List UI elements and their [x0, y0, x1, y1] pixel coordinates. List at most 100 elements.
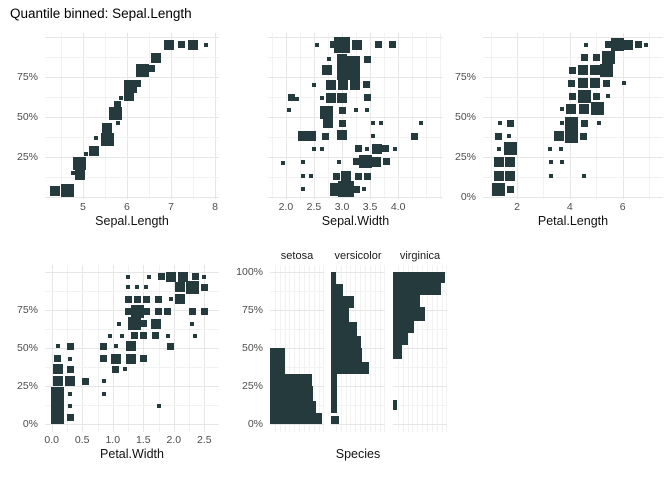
- y-tick-label: 50%: [241, 341, 263, 354]
- data-square: [94, 135, 99, 140]
- data-square: [359, 155, 373, 169]
- data-square: [60, 184, 74, 198]
- data-square: [564, 116, 578, 130]
- grid-line-h-minor: [268, 136, 443, 138]
- data-square: [52, 376, 63, 387]
- data-square: [578, 65, 589, 76]
- x-tick-label: 3.5: [362, 201, 378, 213]
- grid-line-h-major: [45, 197, 219, 199]
- grid-line-h-minor: [45, 404, 219, 406]
- data-square: [139, 320, 147, 328]
- data-square: [51, 411, 65, 425]
- y-tick-label: 25%: [16, 150, 38, 163]
- data-square: [505, 156, 516, 167]
- y-tick-label: 100%: [236, 265, 263, 278]
- data-square: [295, 97, 300, 102]
- grid-line-h-major: [270, 271, 324, 273]
- data-square: [101, 379, 106, 384]
- grid-line-v-major: [82, 33, 84, 199]
- data-square: [393, 146, 398, 151]
- data-square: [365, 146, 370, 151]
- hist-bar: [331, 296, 354, 309]
- data-square: [191, 273, 199, 281]
- data-square: [497, 121, 502, 126]
- x-tick-label: 2.0: [278, 201, 294, 213]
- y-tick-label: 0%: [460, 191, 476, 204]
- data-square: [493, 156, 504, 167]
- data-square: [568, 92, 576, 100]
- y-tick-label: 75%: [16, 303, 38, 316]
- grid-line-h-major: [45, 116, 219, 118]
- data-square: [352, 158, 360, 166]
- data-square: [174, 294, 185, 305]
- data-square: [139, 332, 147, 340]
- data-square: [592, 54, 600, 62]
- data-square: [66, 414, 74, 422]
- data-square: [321, 65, 332, 76]
- data-square: [363, 94, 371, 102]
- data-square: [100, 342, 108, 350]
- data-square: [568, 66, 576, 74]
- data-square: [110, 353, 121, 364]
- data-square: [73, 156, 87, 170]
- y-tick-label: 0%: [247, 417, 263, 430]
- data-square: [150, 52, 161, 63]
- data-square: [379, 121, 384, 126]
- grid-line-v-minor: [148, 33, 150, 199]
- x-tick-label: 6: [619, 201, 626, 213]
- data-square: [548, 146, 553, 151]
- data-square: [505, 171, 516, 182]
- grid-line-v-major: [170, 33, 172, 199]
- data-square: [600, 63, 614, 77]
- hist-bar: [331, 416, 340, 424]
- data-square: [606, 94, 611, 99]
- data-square: [202, 274, 207, 279]
- data-square: [100, 132, 114, 146]
- data-square: [66, 365, 74, 373]
- data-square: [559, 159, 564, 164]
- axis-title-species: Species: [335, 447, 381, 461]
- data-square: [352, 185, 360, 193]
- data-square: [330, 41, 338, 49]
- hist-bar: [393, 294, 420, 307]
- data-square: [126, 341, 137, 352]
- data-square: [113, 344, 118, 349]
- data-square: [338, 119, 346, 127]
- data-square: [325, 92, 336, 103]
- data-square: [122, 367, 127, 372]
- axis-title-sepal-width: Sepal.Width: [321, 214, 390, 228]
- data-square: [363, 55, 371, 63]
- x-tick-label: 8: [212, 201, 218, 213]
- data-square: [81, 377, 89, 385]
- data-square: [66, 342, 74, 350]
- x-tick-label: 2: [514, 201, 520, 213]
- data-square: [506, 119, 514, 127]
- data-square: [113, 100, 121, 108]
- data-square: [382, 145, 390, 153]
- data-square: [355, 145, 363, 153]
- data-square: [604, 41, 612, 49]
- hist-bar: [270, 347, 286, 374]
- x-tick-label: 1.0: [105, 434, 121, 446]
- data-square: [144, 285, 149, 290]
- data-square: [320, 146, 325, 151]
- data-square: [306, 131, 317, 142]
- data-square: [204, 42, 209, 47]
- data-square: [320, 95, 325, 100]
- grid-line-h-minor: [45, 136, 219, 138]
- grid-line-v-minor: [649, 33, 650, 199]
- data-square: [370, 134, 375, 139]
- y-tick-label: 75%: [454, 70, 476, 83]
- data-square: [281, 161, 286, 166]
- grid-line-v-minor: [596, 33, 598, 199]
- hist-bar: [393, 282, 441, 295]
- hist-bar: [331, 373, 337, 414]
- data-square: [116, 321, 121, 326]
- grid-line-h-major: [268, 116, 443, 118]
- grid-line-v-minor: [60, 33, 62, 199]
- x-tick-label: 6: [124, 201, 130, 213]
- grid-line-h-major: [483, 76, 663, 78]
- x-tick-label: 2.5: [306, 201, 322, 213]
- data-square: [337, 159, 342, 164]
- hist-bar: [393, 271, 446, 283]
